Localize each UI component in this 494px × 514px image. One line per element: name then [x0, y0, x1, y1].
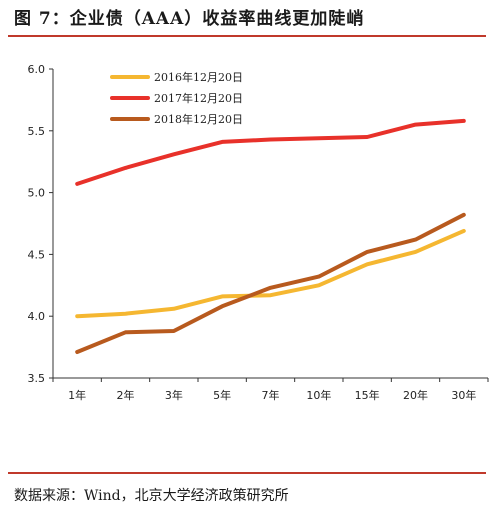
- y-tick-label: 4.5: [28, 248, 46, 261]
- series-line-1: [75, 228, 466, 319]
- x-tick-label: 20年: [403, 388, 428, 402]
- series-line-2: [75, 118, 466, 186]
- x-tick-label: 2年: [117, 388, 135, 402]
- legend-label-1: 2016年12月20日: [154, 70, 243, 84]
- series-line-3: [75, 212, 466, 354]
- y-axis-ticks: 3.5 4.0 4.5 5.0 5.5 6.0: [28, 63, 53, 385]
- legend-label-3: 2018年12月20日: [154, 112, 243, 126]
- series-lines: [75, 118, 466, 354]
- yield-curve-chart: 3.5 4.0 4.5 5.0 5.5 6.0 1年 2年 3年 5年 7年 10年 15年 20年 30…: [28, 63, 489, 402]
- x-tick-label: 30年: [451, 388, 476, 402]
- y-tick-label: 5.5: [28, 125, 46, 138]
- legend: 2016年12月20日 2017年12月20日 2018年12月20日: [110, 70, 243, 126]
- x-axis-ticks: 1年 2年 3年 5年 7年 10年 15年 20年 30年: [52, 378, 489, 402]
- x-tick-label: 10年: [306, 388, 331, 402]
- footer-divider: [8, 472, 486, 474]
- y-tick-label: 5.0: [28, 187, 46, 200]
- x-tick-label: 1年: [68, 388, 86, 402]
- title-divider: [8, 35, 486, 37]
- x-tick-label: 3年: [165, 388, 183, 402]
- x-tick-label: 7年: [262, 388, 280, 402]
- y-tick-label: 6.0: [28, 63, 46, 76]
- x-tick-label: 5年: [213, 388, 231, 402]
- x-tick-label: 15年: [355, 388, 380, 402]
- data-source-note: 数据来源：Wind，北京大学经济政策研究所: [14, 488, 289, 504]
- legend-label-2: 2017年12月20日: [154, 91, 243, 105]
- chart-axes: [52, 69, 488, 379]
- chart-title: 图 7：企业债（AAA）收益率曲线更加陡峭: [14, 9, 365, 29]
- y-tick-label: 3.5: [28, 372, 46, 385]
- y-tick-label: 4.0: [28, 310, 46, 323]
